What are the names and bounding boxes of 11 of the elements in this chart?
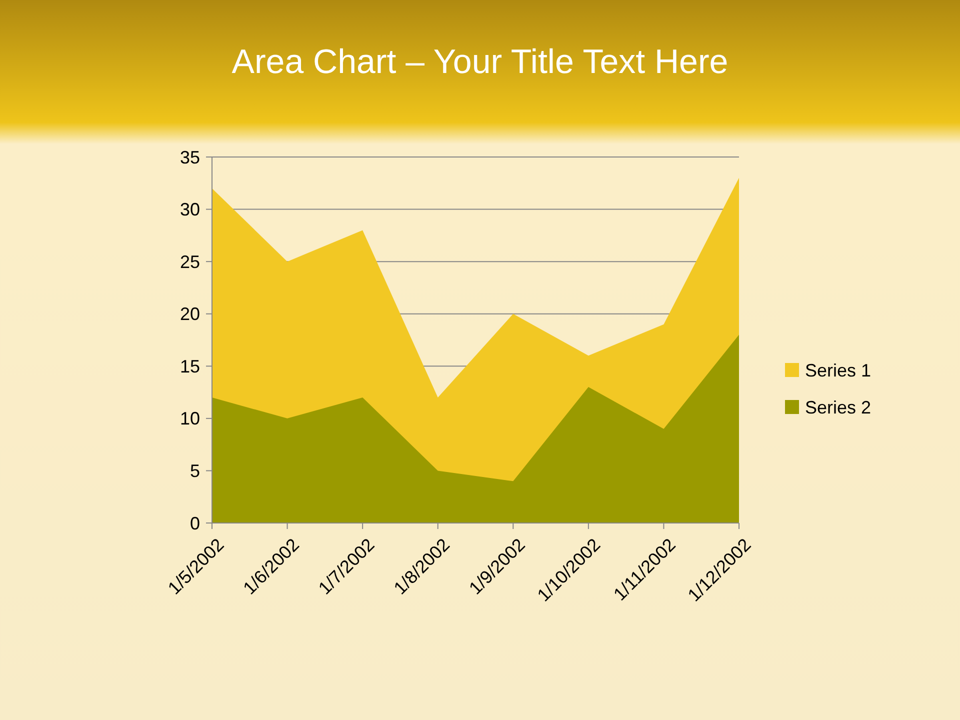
chart-title: Area Chart – Your Title Text Here (232, 43, 728, 81)
y-tick-label: 30 (180, 200, 200, 220)
y-tick-label: 35 (180, 147, 200, 168)
y-tick-label: 20 (180, 304, 200, 324)
y-tick-label: 5 (190, 461, 200, 482)
y-tick-label: 15 (180, 356, 200, 376)
legend-label: Series 1 (805, 360, 872, 380)
y-tick-label: 25 (180, 252, 200, 272)
y-tick-label: 0 (190, 513, 200, 534)
y-tick-label: 10 (180, 408, 200, 429)
legend-label: Series 2 (805, 397, 872, 418)
